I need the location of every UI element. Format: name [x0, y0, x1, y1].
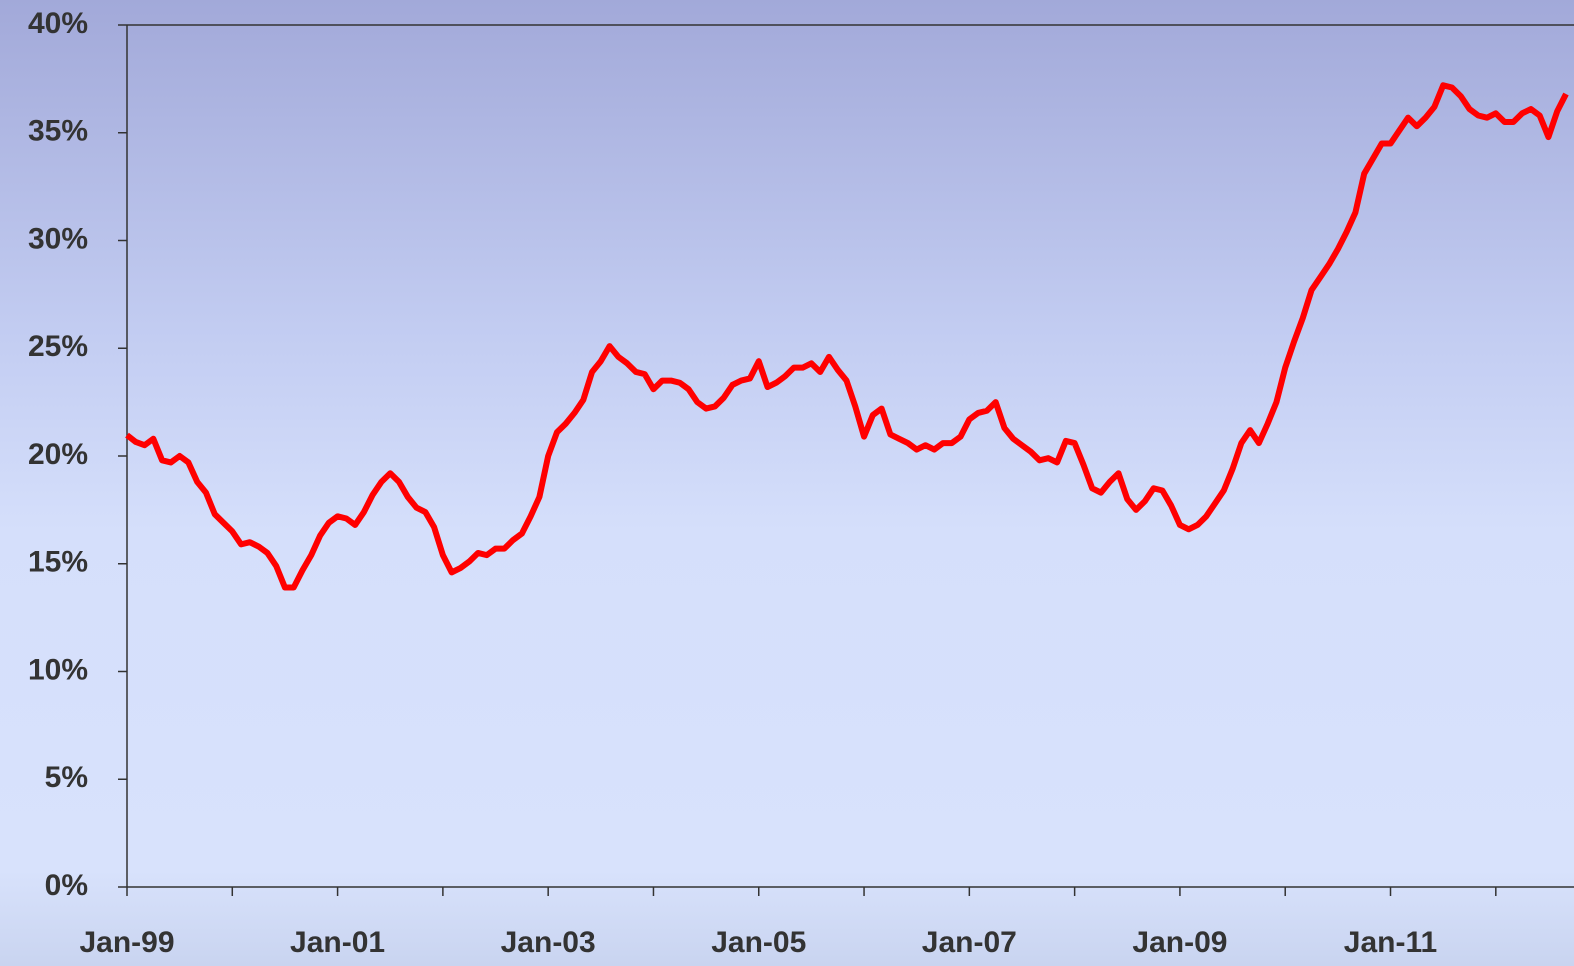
x-tick-label: Jan-07 [922, 926, 1017, 959]
y-tick-label: 35% [28, 115, 88, 148]
x-tick-label: Jan-99 [79, 926, 174, 959]
x-tick-label: Jan-01 [290, 926, 385, 959]
y-tick-label: 30% [28, 222, 88, 255]
line-series [125, 82, 1569, 591]
y-tick-label: 20% [28, 438, 88, 471]
y-tick-label: 10% [28, 653, 88, 686]
y-tick-label: 5% [45, 761, 88, 794]
x-tick-label: Jan-11 [1344, 926, 1437, 959]
x-tick-label: Jan-03 [501, 926, 596, 959]
y-tick-label: 25% [28, 330, 88, 363]
x-tick-label: Jan-09 [1132, 926, 1227, 959]
y-tick-label: 40% [28, 7, 88, 40]
y-tick-label: 0% [45, 869, 88, 902]
y-tick-label: 15% [28, 546, 88, 579]
x-tick-label: Jan-05 [711, 926, 806, 959]
